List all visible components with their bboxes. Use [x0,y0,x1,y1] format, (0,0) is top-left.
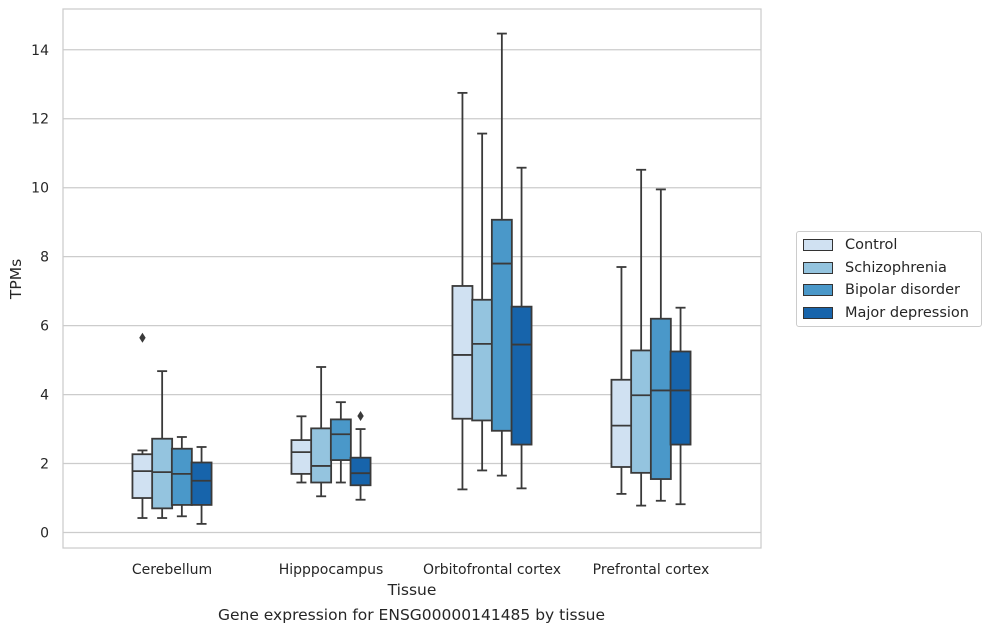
box-iqr [510,305,533,446]
x-tick-label: Hipppocampus [279,562,384,578]
box-iqr [329,418,352,461]
legend-label-major-depression: Major depression [845,305,969,321]
box-series [131,32,692,525]
box [630,168,653,507]
y-tick-label: 10 [31,181,49,197]
legend-item-control: Control [803,235,897,255]
series-bipolar-disorder [170,32,672,518]
legend-item-schizophrenia: Schizophrenia [803,258,947,278]
series-major-depression [190,166,692,525]
box [190,446,213,525]
x-axis-label: Tissue [387,581,437,599]
box [349,410,372,501]
box [490,32,513,477]
box-iqr [310,427,333,484]
x-axis-ticks: Cerebellum Hipppocampus Orbitofrontal cort… [132,562,709,578]
x-tick-label: Prefrontal cortex [593,562,710,578]
y-tick-label: 2 [40,457,49,473]
box [290,415,313,484]
legend-item-major-depression: Major depression [803,303,969,323]
box-iqr [170,447,193,506]
box-iqr [290,439,313,475]
box-iqr [131,453,154,499]
figure-caption: Gene expression for ENSG00000141485 by t… [217,606,606,624]
series-schizophrenia [151,132,653,519]
y-tick-label: 8 [40,250,49,266]
outlier-point [139,332,146,343]
outlier-point [357,410,364,421]
x-tick-label: Cerebellum [132,562,212,578]
series-control [131,91,633,519]
y-tick-label: 4 [40,388,49,404]
legend-label-bipolar-disorder: Bipolar disorder [845,282,960,298]
box [510,166,533,490]
box-iqr [349,456,372,487]
box [329,401,352,484]
y-tick-label: 6 [40,319,49,335]
y-tick-label: 12 [31,112,49,128]
legend-swatch-schizophrenia [803,262,833,274]
legend: Control Schizophrenia Bipolar disorder M… [796,231,982,327]
box [170,436,193,518]
y-axis-label: TPMs [7,259,25,300]
x-tick-label: Orbitofrontal cortex [423,562,561,578]
box [610,266,633,495]
box [451,91,474,491]
box-iqr [669,350,692,446]
legend-label-schizophrenia: Schizophrenia [845,260,947,276]
y-tick-label: 0 [40,526,49,542]
box [131,332,154,519]
legend-swatch-major-depression [803,307,833,319]
box-iqr [471,298,494,422]
box [310,366,333,498]
y-axis-ticks: 0 2 4 6 8 10 12 14 [31,43,49,542]
box [151,370,174,519]
legend-item-bipolar-disorder: Bipolar disorder [803,280,960,300]
box [471,132,494,472]
y-tick-label: 14 [31,43,49,59]
legend-swatch-bipolar-disorder [803,284,833,296]
plot-frame [62,8,762,549]
box-iqr [451,285,474,420]
box [649,188,672,502]
legend-label-control: Control [845,237,898,253]
box [669,306,692,506]
box-iqr [190,461,213,506]
box-iqr [151,437,174,510]
box-iqr [630,349,653,474]
legend-swatch-control [803,239,833,251]
box-iqr [490,218,513,432]
box-iqr [649,317,672,480]
box-iqr [610,378,633,468]
